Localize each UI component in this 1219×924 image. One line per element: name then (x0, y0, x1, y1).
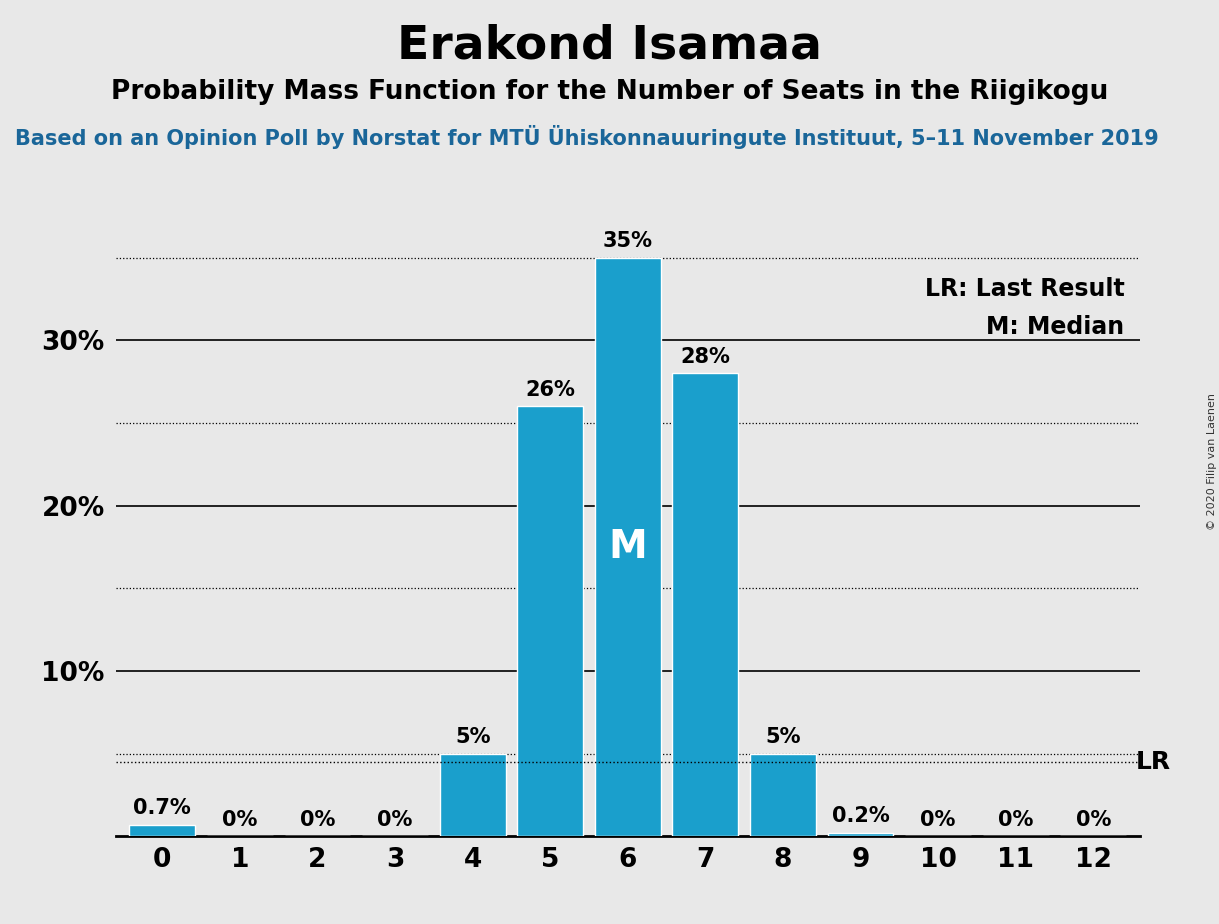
Bar (517, 407, 583, 836)
Text: LR: Last Result: LR: Last Result (925, 277, 1124, 301)
Text: Probability Mass Function for the Number of Seats in the Riigikogu: Probability Mass Function for the Number… (111, 79, 1108, 104)
Text: Erakond Isamaa: Erakond Isamaa (397, 23, 822, 68)
Text: 5%: 5% (455, 727, 490, 747)
Text: 0.2%: 0.2% (831, 807, 890, 826)
Bar (595, 258, 661, 836)
Text: 0%: 0% (1075, 809, 1111, 830)
Text: 0%: 0% (920, 809, 956, 830)
Bar (673, 373, 739, 836)
Bar (129, 824, 195, 836)
Text: 5%: 5% (766, 727, 801, 747)
Text: 35%: 35% (602, 231, 653, 251)
Text: 0%: 0% (300, 809, 335, 830)
Bar (828, 833, 894, 836)
Text: 28%: 28% (680, 346, 730, 367)
Bar (440, 754, 506, 836)
Text: 0.7%: 0.7% (133, 798, 191, 818)
Text: 0%: 0% (378, 809, 413, 830)
Text: 26%: 26% (525, 380, 575, 400)
Text: M: Median: M: Median (986, 315, 1124, 339)
Bar (750, 754, 816, 836)
Text: © 2020 Filip van Laenen: © 2020 Filip van Laenen (1207, 394, 1217, 530)
Text: 0%: 0% (222, 809, 257, 830)
Text: Based on an Opinion Poll by Norstat for MTÜ Ühiskonnauuringute Instituut, 5–11 N: Based on an Opinion Poll by Norstat for … (15, 125, 1158, 149)
Text: LR: LR (1136, 749, 1171, 773)
Text: M: M (608, 528, 647, 565)
Text: 0%: 0% (998, 809, 1034, 830)
